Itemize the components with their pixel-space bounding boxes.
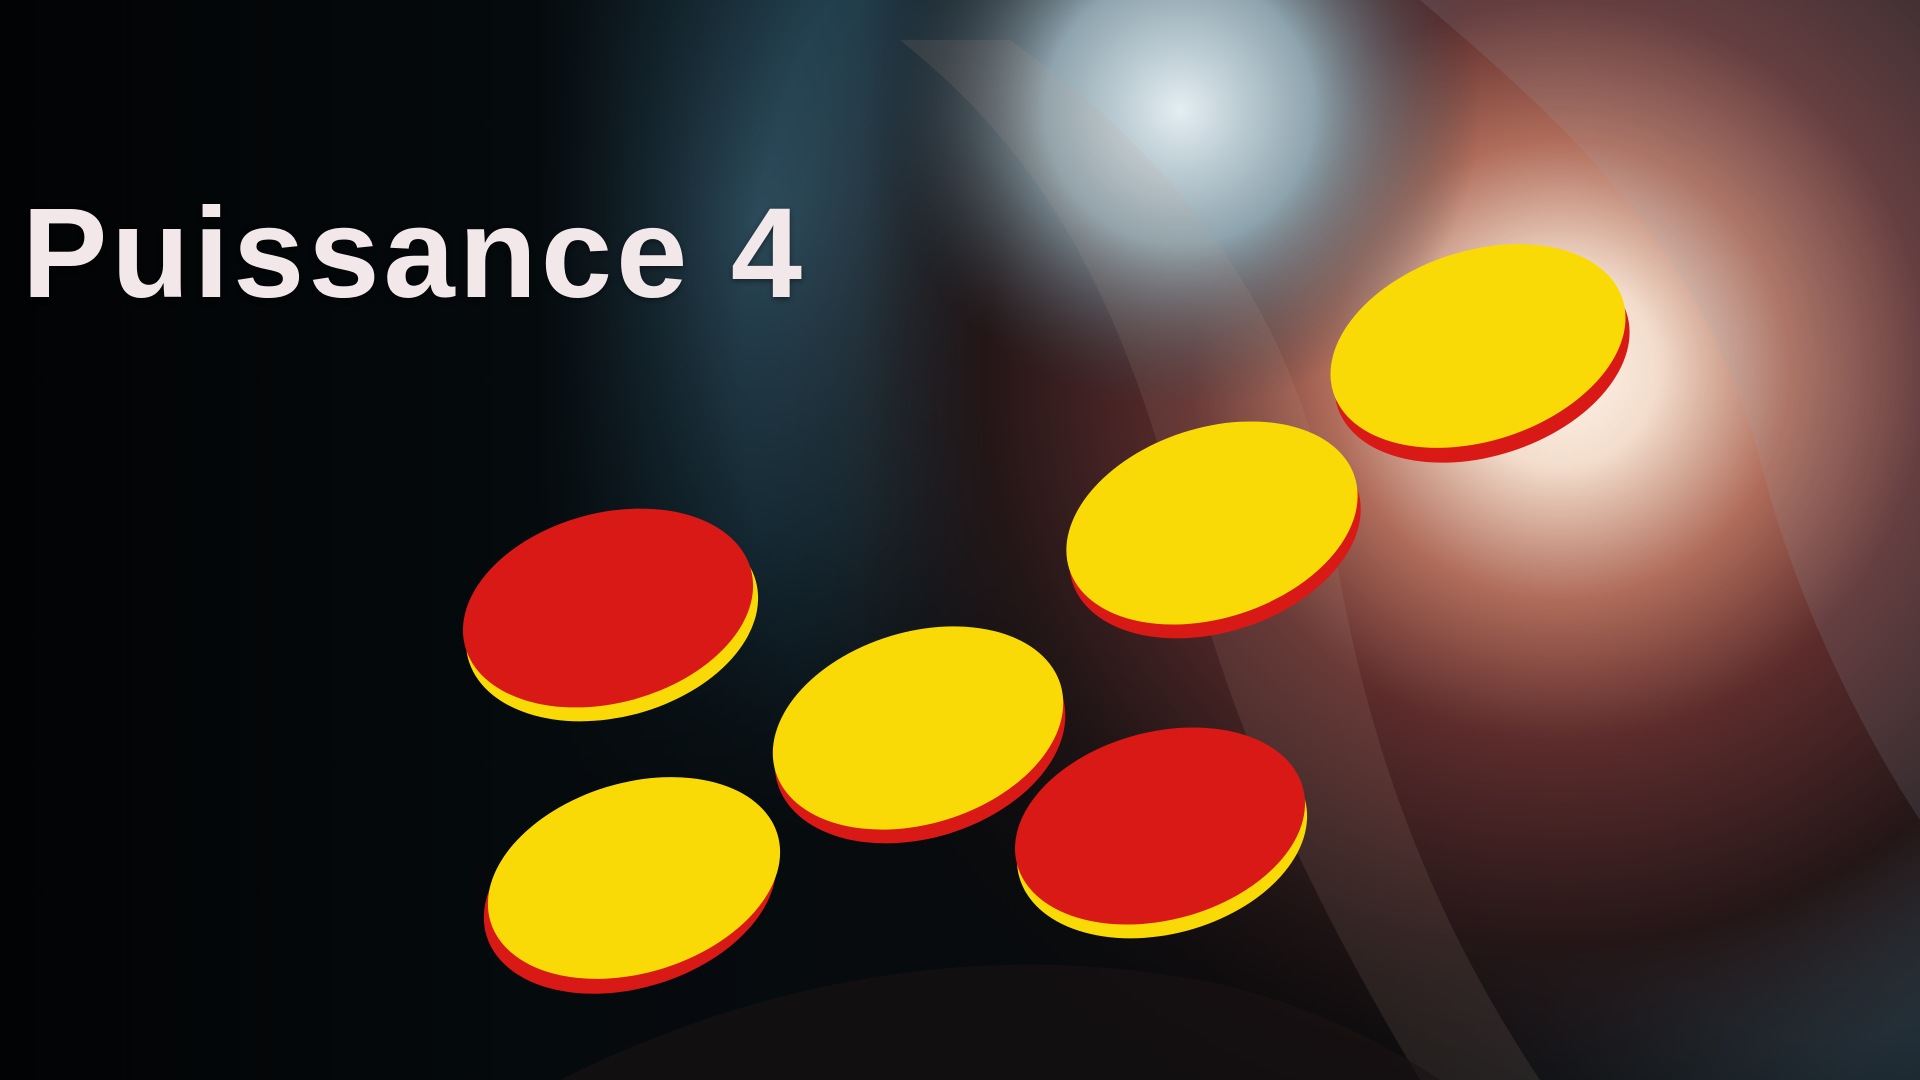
disc-red-bottom-center — [1014, 727, 1308, 939]
disc-red-top-left — [462, 508, 759, 722]
disc-face — [1014, 727, 1306, 925]
disc-face — [1330, 244, 1626, 448]
disc-yellow-upper-center — [1066, 421, 1361, 639]
disc-face — [772, 626, 1064, 830]
disc-face — [487, 777, 781, 979]
disc-yellow-center — [772, 626, 1066, 844]
game-title: Puissance 4 — [22, 182, 806, 325]
disc-face — [1066, 421, 1358, 625]
disc-face — [462, 508, 754, 708]
disc-yellow-top-right — [1330, 244, 1630, 463]
disc-yellow-bottom-left — [483, 777, 781, 994]
